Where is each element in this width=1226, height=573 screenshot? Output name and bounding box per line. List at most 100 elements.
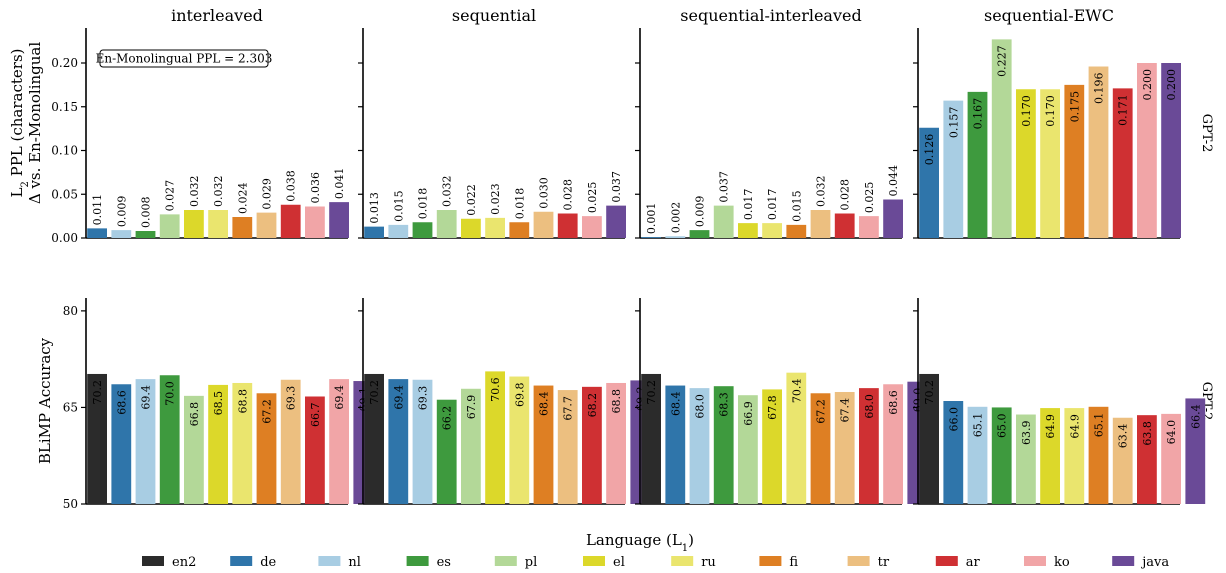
bar-java bbox=[329, 202, 349, 238]
legend-label-de: de bbox=[260, 555, 276, 570]
legend-swatch-en2 bbox=[142, 556, 164, 566]
legend-label-tr: tr bbox=[878, 555, 890, 570]
value-label-en2: 70.2 bbox=[91, 380, 104, 405]
row-label-0: GPT-2 bbox=[1199, 114, 1214, 153]
bar-ru bbox=[762, 223, 782, 238]
value-label-ko: 68.6 bbox=[887, 390, 900, 415]
value-label-tr: 67.4 bbox=[839, 398, 852, 423]
bar-el bbox=[1040, 408, 1060, 504]
bar-pl bbox=[461, 388, 481, 504]
bar-ar bbox=[305, 396, 325, 504]
value-label-ko: 64.0 bbox=[1165, 420, 1178, 445]
value-label-de: 66.0 bbox=[947, 407, 960, 432]
bar-ko bbox=[582, 216, 602, 238]
legend-item-tr: tr bbox=[847, 555, 890, 570]
value-label-pl: 67.9 bbox=[465, 395, 478, 420]
value-label-ko: 0.036 bbox=[309, 172, 322, 204]
panel-0-sequential: 0.013 0.015 0.018 0.032 0.022 0.023 0.018 0.030… bbox=[358, 28, 626, 239]
bar-ar bbox=[1137, 415, 1157, 504]
column-title-interleaved: interleaved bbox=[171, 6, 263, 25]
legend-swatch-ko bbox=[1024, 556, 1046, 566]
value-label-fi: 65.1 bbox=[1093, 413, 1106, 438]
legend-item-el: el bbox=[583, 555, 625, 570]
y-tick-label: 0.05 bbox=[51, 187, 78, 201]
legend-label-el: el bbox=[613, 555, 625, 570]
value-label-nl: 69.4 bbox=[140, 385, 153, 410]
bar-es bbox=[412, 222, 433, 238]
y-tick-label: 50 bbox=[63, 497, 78, 511]
legend-item-en2: en2 bbox=[142, 555, 196, 570]
value-label-java: 66.4 bbox=[1189, 404, 1202, 429]
value-label-pl: 66.9 bbox=[742, 401, 755, 426]
bar-el bbox=[184, 210, 204, 238]
value-label-fi: 0.175 bbox=[1068, 91, 1081, 123]
bar-ko bbox=[883, 384, 903, 504]
value-label-es: 0.167 bbox=[972, 98, 985, 130]
value-label-el: 0.022 bbox=[465, 184, 478, 216]
value-label-ar: 68.2 bbox=[586, 393, 599, 418]
value-label-nl: 0.009 bbox=[115, 196, 128, 228]
value-label-pl: 0.037 bbox=[718, 171, 731, 203]
y-tick-label: 0.00 bbox=[51, 231, 78, 245]
bar-ar bbox=[582, 386, 602, 504]
bar-fi bbox=[1064, 84, 1085, 238]
legend-swatch-de bbox=[230, 556, 253, 566]
value-label-es: 68.3 bbox=[718, 392, 731, 417]
bar-ko bbox=[1137, 63, 1157, 238]
bar-ko bbox=[305, 206, 325, 238]
value-label-es: 0.018 bbox=[417, 188, 430, 220]
bar-de bbox=[87, 228, 107, 238]
legend-item-java: java bbox=[1112, 555, 1169, 570]
value-label-es: 0.008 bbox=[140, 197, 153, 229]
value-label-ko: 68.8 bbox=[610, 389, 623, 414]
value-label-de: 68.4 bbox=[669, 392, 682, 417]
panel-1-sequential-EWC: 70.2 66.0 65.1 65.0 63.9 64.9 64.9 65.1 63.4 63.8… bbox=[913, 298, 1206, 505]
value-label-pl: 66.8 bbox=[188, 402, 201, 427]
legend-swatch-ar bbox=[935, 556, 958, 566]
bar-nl bbox=[967, 406, 988, 504]
legend-item-ru: ru bbox=[671, 555, 716, 570]
legend-label-java: java bbox=[1140, 555, 1169, 570]
value-label-ru: 69.8 bbox=[513, 383, 526, 408]
bar-es bbox=[689, 230, 710, 238]
bar-de bbox=[919, 127, 939, 238]
bar-nl bbox=[388, 224, 409, 238]
bar-java bbox=[606, 205, 626, 238]
bar-tr bbox=[810, 210, 831, 238]
bar-en2 bbox=[641, 373, 661, 504]
legend-label-es: es bbox=[437, 555, 451, 570]
bar-pl bbox=[738, 395, 758, 504]
value-label-de: 0.011 bbox=[91, 194, 104, 226]
bar-fi bbox=[1088, 406, 1109, 504]
value-label-nl: 0.157 bbox=[947, 107, 960, 139]
bar-nl bbox=[135, 379, 156, 504]
bar-de bbox=[111, 384, 132, 504]
value-label-ar: 0.028 bbox=[562, 179, 575, 211]
bar-nl bbox=[665, 236, 686, 238]
value-label-nl: 0.002 bbox=[669, 202, 682, 234]
value-label-ko: 0.025 bbox=[863, 182, 876, 214]
value-label-el: 68.5 bbox=[212, 391, 225, 416]
value-label-tr: 67.7 bbox=[562, 396, 575, 421]
legend-swatch-java bbox=[1112, 556, 1135, 566]
value-label-tr: 69.3 bbox=[285, 386, 298, 411]
bar-el bbox=[1016, 89, 1036, 238]
value-label-ko: 69.4 bbox=[333, 385, 346, 410]
value-label-es: 66.2 bbox=[441, 406, 454, 431]
bar-es bbox=[713, 386, 734, 504]
bar-ko bbox=[1161, 413, 1181, 504]
legend-label-ko: ko bbox=[1054, 555, 1070, 570]
bar-pl bbox=[184, 395, 204, 504]
bar-tr bbox=[1112, 417, 1133, 504]
value-label-nl: 68.0 bbox=[694, 394, 707, 419]
bar-ar bbox=[834, 213, 855, 238]
value-label-el: 0.017 bbox=[742, 189, 755, 221]
bar-fi bbox=[786, 224, 807, 238]
bar-nl bbox=[689, 388, 710, 504]
value-label-de: 0.013 bbox=[368, 192, 381, 224]
legend-label-ar: ar bbox=[966, 555, 981, 570]
value-label-ar: 0.028 bbox=[839, 179, 852, 211]
panel-0-interleaved: 0.00 0.05 0.10 0.15 0.20 0.011 0.009 0.008 0.027… bbox=[51, 28, 349, 245]
legend-item-de: de bbox=[230, 555, 277, 570]
value-label-de: 0.126 bbox=[923, 134, 936, 166]
